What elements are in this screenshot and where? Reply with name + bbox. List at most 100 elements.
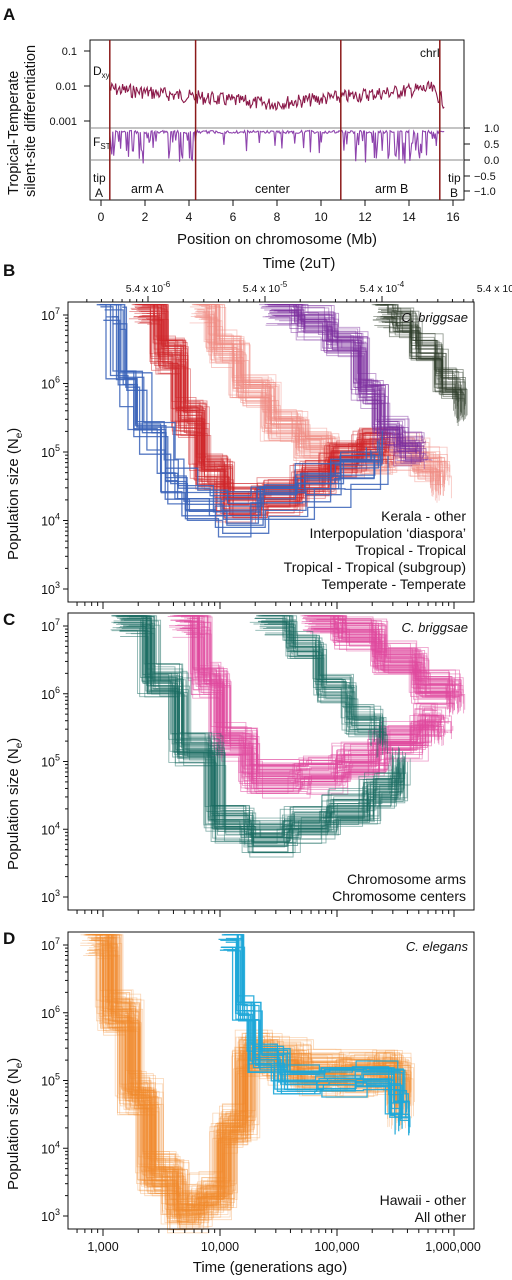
tropical-trajectory xyxy=(150,320,390,518)
y-tick-label: 106 xyxy=(41,375,60,392)
dxy-tick-1: 0.01 xyxy=(56,81,77,93)
temperate-trajectory xyxy=(122,306,380,504)
tropical-subgroup-trajectory xyxy=(206,304,441,484)
all-other-trajectory xyxy=(102,934,408,1211)
chromosome-label: chrI xyxy=(420,46,440,60)
tropical-subgroup-trajectory xyxy=(202,304,443,488)
all-other-trajectory xyxy=(94,940,411,1216)
panel-d-y-axis: 107 106 105 104 103 xyxy=(41,936,68,1224)
all-other-trajectory xyxy=(80,942,398,1215)
all-other-trajectory xyxy=(104,937,399,1206)
panel-a-ylabel-line2: silent-site differentiation xyxy=(23,45,39,197)
panel-a-xtick-label: 4 xyxy=(186,210,193,224)
legend-all-other: All other xyxy=(415,1209,467,1225)
all-other-trajectory xyxy=(95,946,396,1209)
arm-trajectory xyxy=(311,615,455,700)
all-other-trajectory xyxy=(91,934,398,1204)
arm-trajectory xyxy=(309,623,454,699)
all-other-trajectory xyxy=(103,934,398,1209)
panel-c-ylabel: Population size (Ne) xyxy=(5,738,25,870)
center-trajectory xyxy=(116,627,397,858)
all-other-trajectory xyxy=(106,934,412,1196)
panel-d-series xyxy=(80,934,415,1234)
all-other-trajectory xyxy=(98,948,398,1215)
panel-a-x-axis: 0 2 4 6 8 10 12 14 16 xyxy=(98,200,460,224)
arm-trajectory xyxy=(319,615,464,694)
hawaii-trajectory xyxy=(230,934,409,1117)
arm-trajectory xyxy=(182,615,443,777)
panel-b-top-axis: 5.4 x 10-6 5.4 x 10-5 5.4 x 10-4 5.4 x 10-3 xyxy=(86,280,512,302)
fst-tick-2: 0.0 xyxy=(484,155,499,167)
top-tick-label: 5.4 x 10-3 xyxy=(477,280,512,295)
all-other-trajectory xyxy=(85,934,396,1216)
panel-c-x-axis-ticks xyxy=(76,910,455,917)
legend-temperate: Temperate - Temperate xyxy=(322,576,467,592)
y-tick-label: 103 xyxy=(41,580,60,597)
all-other-trajectory xyxy=(83,955,389,1225)
arm-trajectory xyxy=(310,632,450,714)
panel-a-xtick-label: 8 xyxy=(274,210,281,224)
diaspora-trajectory xyxy=(265,324,413,467)
all-other-trajectory xyxy=(92,944,410,1221)
dxy-label: Dxy xyxy=(93,64,110,80)
panel-b-series xyxy=(96,304,468,538)
top-tick-label: 5.4 x 10-4 xyxy=(360,280,405,295)
y-tick-label: 104 xyxy=(41,512,60,529)
all-other-trajectory xyxy=(102,944,403,1216)
panel-a-series xyxy=(109,80,445,164)
all-other-trajectory xyxy=(107,937,411,1194)
all-other-trajectory xyxy=(88,934,390,1199)
fst-line xyxy=(109,128,445,164)
all-other-trajectory xyxy=(83,934,395,1211)
diaspora-trajectory xyxy=(265,316,417,458)
kerala-trajectory xyxy=(374,324,458,423)
center-trajectory xyxy=(258,620,385,743)
all-other-trajectory xyxy=(89,940,388,1210)
legend-hawaii: Hawaii - other xyxy=(380,1192,467,1208)
panel-a-xlabel: Position on chromosome (Mb) xyxy=(177,231,377,248)
y-tick-label: 105 xyxy=(41,753,60,770)
kerala-trajectory xyxy=(377,311,456,415)
all-other-trajectory xyxy=(99,934,396,1217)
all-other-trajectory xyxy=(87,950,396,1215)
all-other-trajectory xyxy=(88,949,399,1230)
panel-d-species: C. elegans xyxy=(406,939,469,954)
center-trajectory xyxy=(110,629,396,848)
kerala-trajectory xyxy=(380,304,461,401)
region-arm-b: arm B xyxy=(375,182,408,196)
center-trajectory xyxy=(255,617,375,743)
all-other-trajectory xyxy=(93,934,407,1205)
tropical-subgroup-trajectory xyxy=(189,306,434,491)
fst-tick-1: 0.5 xyxy=(484,139,499,151)
center-trajectory xyxy=(117,615,400,826)
all-other-trajectory xyxy=(89,950,392,1222)
all-other-trajectory xyxy=(108,934,411,1206)
all-other-trajectory xyxy=(96,937,410,1201)
diaspora-trajectory xyxy=(268,314,424,462)
panel-a: A Tropical-Temperate silent-site differe… xyxy=(3,5,499,248)
all-other-trajectory xyxy=(96,934,397,1222)
center-trajectory xyxy=(261,621,381,746)
panel-b: B Time (2uT) 5.4 x 10-6 5.4 x 10-5 5.4 x 1… xyxy=(3,255,512,609)
all-other-trajectory xyxy=(106,934,404,1212)
panel-a-xtick-label: 12 xyxy=(358,210,372,224)
legend-centers: Chromosome centers xyxy=(332,888,466,904)
all-other-trajectory xyxy=(91,939,406,1199)
arm-trajectory xyxy=(308,626,452,710)
arm-trajectory xyxy=(312,615,461,690)
panel-a-xtick-label: 0 xyxy=(98,210,105,224)
center-trajectory xyxy=(117,615,404,843)
panel-c-series xyxy=(110,615,466,858)
diaspora-trajectory xyxy=(269,310,422,458)
y-tick-label: 103 xyxy=(41,1207,60,1224)
all-other-trajectory xyxy=(101,945,393,1219)
panel-d-x-axis: 1,000 10,000 100,000 1,000,000 xyxy=(76,1229,481,1254)
y-tick-label: 107 xyxy=(41,617,60,634)
all-other-trajectory xyxy=(91,937,390,1215)
all-other-trajectory xyxy=(103,934,414,1198)
x-tick-label: 10,000 xyxy=(201,1240,239,1254)
x-tick-label: 100,000 xyxy=(314,1240,359,1254)
panel-b-species: C. briggsae xyxy=(402,310,468,325)
panel-a-xtick-label: 10 xyxy=(314,210,328,224)
legend-tropical: Tropical - Tropical xyxy=(355,542,466,558)
